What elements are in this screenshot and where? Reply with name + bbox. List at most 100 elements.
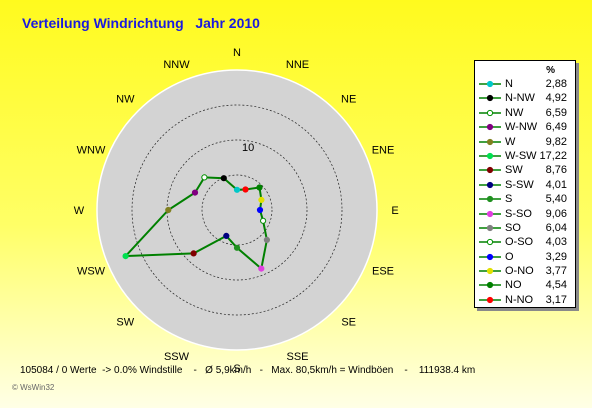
legend-value: 3,29 [545, 250, 567, 263]
legend-label: W-SW [505, 149, 537, 162]
legend-label: SW [505, 164, 523, 177]
legend-row-s: S 5,40 [475, 192, 575, 206]
legend-unit: % [546, 65, 555, 76]
credit-label: © WsWin32 [12, 383, 55, 392]
legend-swatch [479, 267, 501, 275]
legend-swatch [479, 138, 501, 145]
legend-label: SO [505, 221, 521, 234]
legend-row-w: W 9,82 [475, 135, 575, 149]
legend-row-nw: NW 6,59 [475, 106, 575, 120]
legend-swatch [479, 152, 501, 160]
legend-swatch [479, 167, 501, 174]
direction-label-sse: SSE [286, 351, 308, 363]
direction-label-ese: ESE [372, 266, 394, 278]
legend-label: NO [505, 279, 522, 292]
point-n-nw [220, 175, 227, 182]
legend-row-so: SO 6,04 [475, 221, 575, 235]
legend-value: 8,76 [545, 164, 567, 177]
legend-row-n-nw: N-NW 4,92 [475, 91, 575, 105]
point-o-no [258, 196, 265, 203]
legend-value: 17,22 [539, 149, 567, 162]
legend-swatch [479, 296, 501, 303]
direction-label-nw: NW [116, 93, 135, 105]
point-w-sw [122, 253, 129, 260]
legend-row-sw: SW 8,76 [475, 163, 575, 177]
legend-row-n-no: N-NO 3,17 [475, 293, 575, 307]
direction-label-sw: SW [116, 317, 134, 329]
legend-swatch [479, 253, 501, 260]
legend-label: O-NO [505, 265, 534, 278]
grid-ring-15 [131, 104, 343, 316]
legend-label: S-SW [505, 178, 534, 191]
legend-row-no: NO 4,54 [475, 278, 575, 292]
legend-label: S [505, 193, 513, 206]
legend-value: 6,49 [545, 121, 567, 134]
chart-title: Verteilung Windrichtung Jahr 2010 [22, 15, 260, 31]
point-s-sw [223, 232, 230, 239]
point-n-no [242, 186, 249, 193]
direction-label-nnw: NNW [163, 59, 190, 71]
legend-value: 6,59 [545, 106, 567, 119]
legend-label: S-SO [505, 207, 532, 220]
legend-swatch [479, 109, 501, 116]
legend-value: 3,17 [545, 293, 567, 306]
legend-value: 4,54 [545, 279, 567, 292]
direction-label-s: S [233, 363, 240, 375]
legend-swatch [479, 239, 501, 246]
legend-swatch [479, 124, 501, 131]
legend-swatch [479, 282, 501, 289]
legend-row-w-nw: W-NW 6,49 [475, 120, 575, 134]
direction-label-e: E [391, 205, 398, 217]
direction-label-ssw: SSW [164, 351, 190, 363]
legend-label: W-NW [505, 121, 538, 134]
direction-label-n: N [233, 47, 241, 59]
data-points [122, 174, 270, 272]
grid-ring-10 [166, 139, 308, 281]
point-w [165, 206, 172, 214]
legend-value: 4,01 [545, 178, 567, 191]
point-no [256, 184, 263, 191]
legend-label: N-NW [505, 92, 535, 105]
legend-label: O-SO [505, 236, 534, 249]
direction-label-wsw: WSW [77, 266, 106, 278]
legend-row-o-so: O-SO 4,03 [475, 235, 575, 249]
direction-label-nne: NNE [286, 59, 309, 71]
legend-swatch [479, 196, 501, 203]
legend-label: W [505, 135, 516, 148]
legend-row-s-sw: S-SW 4,01 [475, 178, 575, 192]
direction-label-wnw: WNW [77, 145, 106, 157]
point-o-so [260, 217, 267, 224]
legend-row-n: N 2,88 [475, 77, 575, 91]
legend-label: N [505, 78, 513, 90]
legend-value: 4,92 [545, 92, 567, 105]
point-o [256, 206, 264, 214]
point-s [233, 244, 241, 251]
legend-label: N-NO [505, 293, 534, 306]
legend-row-s-so: S-SO 9,06 [475, 207, 575, 221]
legend: % N 2,88 N-NW 4,92 NW 6,59 W-NW 6,49 W 9,82 W-SW 17… [474, 60, 576, 308]
point-so [263, 236, 270, 243]
legend-label: NW [505, 106, 524, 119]
legend-swatch [479, 181, 501, 188]
point-sw [190, 250, 197, 257]
point-nw [201, 174, 208, 181]
plot-background [96, 69, 378, 351]
legend-swatch [479, 95, 501, 102]
point-s-so [258, 265, 265, 272]
legend-value: 9,82 [545, 135, 567, 148]
legend-value: 9,06 [545, 207, 567, 220]
legend-label: O [505, 250, 514, 263]
legend-row-o-no: O-NO 3,77 [475, 264, 575, 278]
point-w-nw [191, 189, 199, 196]
direction-label-ene: ENE [372, 145, 395, 157]
legend-value: 4,03 [545, 236, 567, 249]
point-n [233, 186, 241, 193]
legend-row-w-sw: W-SW 17,22 [475, 149, 575, 163]
legend-swatch [479, 224, 501, 232]
legend-value: 2,88 [545, 78, 567, 90]
direction-label-se: SE [341, 317, 356, 329]
direction-label-w: W [74, 205, 85, 217]
direction-label-ne: NE [341, 93, 356, 105]
legend-value: 3,77 [545, 265, 567, 278]
